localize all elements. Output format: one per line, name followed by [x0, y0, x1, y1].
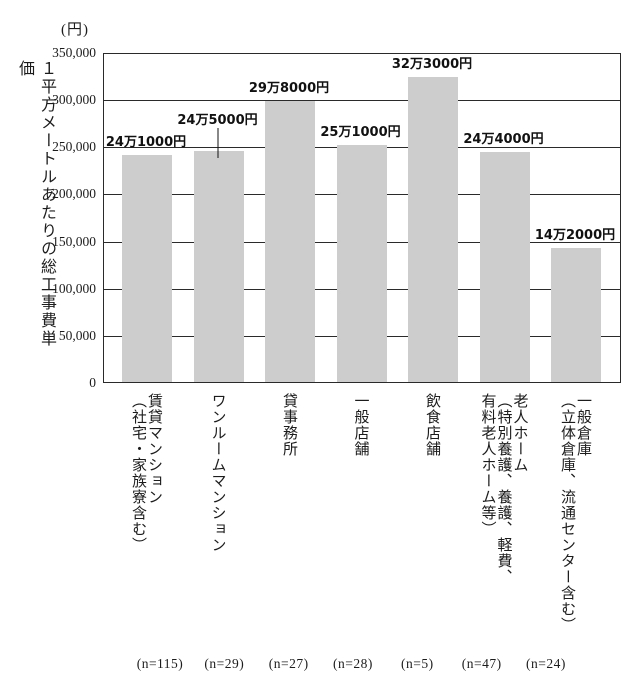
sample-size-label: (n=5)	[401, 656, 434, 671]
bar-value-label: 29万8000円	[248, 81, 330, 97]
y-tick-label: 150,000	[52, 233, 96, 249]
category-label: 一般店舗	[352, 393, 369, 457]
category-label: 老人ホーム （特別養護、養護、軽費、 有料老人ホーム等）	[479, 393, 528, 585]
sample-size-label: (n=47)	[461, 656, 502, 671]
bar-value-label: 14万2000円	[534, 228, 616, 244]
bar-value-label: 32万3000円	[391, 57, 473, 73]
bar-value-label: 24万5000円	[177, 113, 258, 128]
y-tick-label: 350,000	[52, 45, 96, 60]
category-label: 一般倉庫 （立体倉庫、流通センター含む）	[559, 393, 591, 633]
bar	[193, 151, 244, 382]
category-label: ワンルームマンション	[209, 393, 226, 553]
category-label: 貸事務所	[281, 393, 297, 457]
bar	[551, 248, 601, 382]
bar	[479, 151, 530, 382]
bar-value-label: 24万4000円	[463, 131, 544, 147]
y-tick-label: 250,000	[52, 139, 96, 155]
y-tick-label: 300,000	[52, 92, 96, 108]
y-tick-label: 100,000	[52, 280, 96, 296]
y-tick-label: 0	[89, 375, 96, 390]
bar-value-label: 25万1000円	[320, 125, 401, 141]
gridline	[104, 100, 620, 102]
y-tick-label: 200,000	[52, 186, 96, 202]
sample-size-label: (n=115)	[136, 656, 184, 671]
y-axis-title: １平方メートルあたりの総工事費単価	[16, 60, 55, 348]
y-tick-label: 50,000	[58, 327, 96, 343]
bar	[336, 145, 387, 382]
category-label: 賃貸マンション （社宅・家族寮含む）	[130, 393, 162, 553]
plot-area	[103, 53, 621, 383]
y-axis-unit-label: (円)	[61, 22, 89, 38]
category-label: 飲食店舗	[424, 393, 440, 457]
bar-value-label: 24万1000円	[105, 134, 187, 150]
bar	[408, 77, 458, 382]
sample-size-label: (n=27)	[268, 656, 309, 671]
bar	[265, 101, 315, 382]
sample-size-label: (n=28)	[333, 656, 373, 671]
sample-size-label: (n=29)	[204, 656, 245, 671]
bar	[122, 154, 172, 382]
label-leader-line	[217, 128, 218, 158]
sample-size-label: (n=24)	[526, 656, 566, 671]
